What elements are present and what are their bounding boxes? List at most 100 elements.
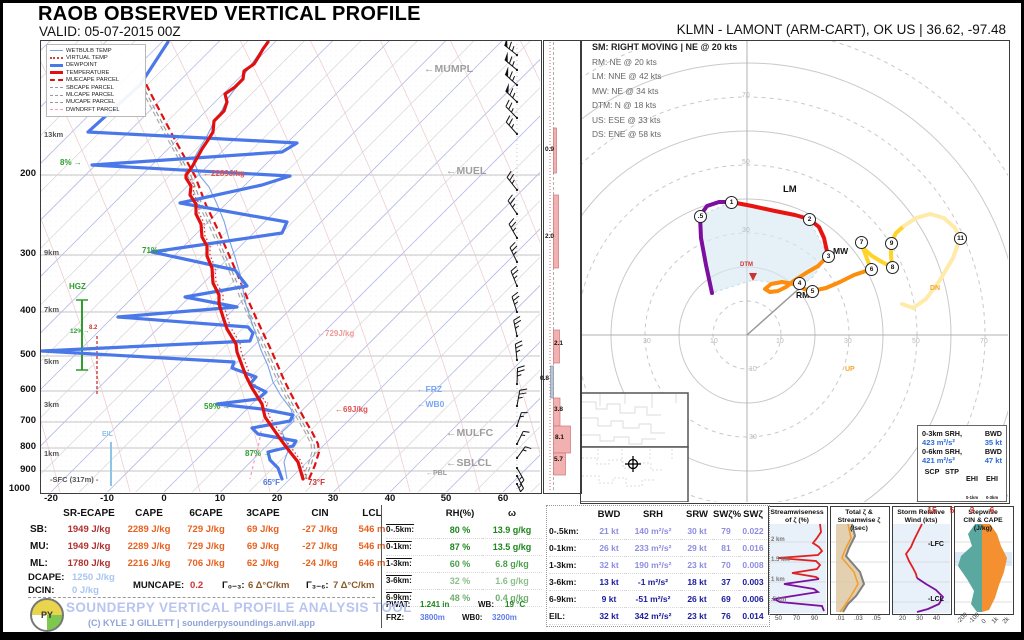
layer-label: EIL:: [549, 608, 593, 625]
hodo-height-marker: 2: [803, 213, 816, 226]
mixing-ratio-value: 13.9 g/kg: [482, 522, 542, 539]
frz-level-label: ←FRZ: [417, 384, 443, 394]
mini-chart-3-title: Storm Relative Wind (kts): [897, 509, 945, 524]
legend-item: DEWPOINT: [50, 62, 142, 69]
lapse-0-3-value: 6 Δ°C/km: [248, 580, 290, 591]
hodo-height-marker: 11: [954, 232, 967, 245]
legend-line-swatch: [50, 87, 63, 89]
info-0-3-srh: 423 m²/s²: [922, 438, 955, 447]
mini-ylabel: 1.5 km: [771, 557, 790, 563]
hodo-height-marker: 7: [855, 236, 868, 249]
hgz-value-label: 8.2: [89, 325, 98, 331]
srh-area: [699, 201, 829, 294]
parcel-label: ML:: [30, 558, 48, 569]
omega-header: ω: [507, 508, 517, 519]
mini-charts-graphics: [768, 523, 1012, 613]
3cape-value: 62 J/kg: [246, 558, 280, 569]
mixing-ratio-value: 13.5 g/kg: [482, 539, 542, 556]
layer-label: 1-3km:: [549, 557, 593, 574]
bwd-value: 9 kt: [593, 591, 625, 608]
lapse-3-6-value: 7 Δ°C/km: [333, 580, 375, 591]
legend-item-label: MLCAPE PARCEL: [66, 92, 115, 99]
pbl-level-label: ←PBL: [426, 470, 447, 477]
legend-line-swatch: [50, 94, 63, 96]
storm-motion-block: SM: RIGHT MOVING | NE @ 20 kts RM: NE @ …: [592, 42, 737, 141]
hgz-label: HGZ: [69, 282, 86, 291]
lapse-0-3-label: Γ₀₋₃:: [222, 580, 245, 591]
legend-line-swatch: [50, 79, 63, 82]
legend-item-label: SBCAPE PARCEL: [66, 84, 114, 91]
sr-ecape-value: 1949 J/kg: [67, 524, 111, 535]
lm-label: LM: [783, 184, 797, 195]
mini-chart-4-title: Stepwise CIN & CAPE (J/kg): [963, 509, 1003, 532]
scp-header: SCP: [924, 467, 940, 476]
rm-label: RM: [796, 290, 810, 300]
bwd-value: 32 kt: [593, 557, 625, 574]
valid-timestamp: VALID: 05-07-2015 00Z: [39, 24, 181, 39]
legend-item-label: VIRTUAL TEMP: [66, 55, 108, 62]
swzeta-pct-header: SWζ%: [713, 509, 742, 520]
swzeta-value: 0.008: [739, 557, 767, 574]
hodo-height-marker: 3: [822, 250, 835, 263]
legend-line-swatch: [50, 50, 63, 52]
temp-tick: 50: [440, 493, 452, 504]
stp-value: 5: [949, 505, 955, 515]
layer-label: 0-.5km:: [386, 522, 438, 539]
legend-item-label: WETBULB TEMP: [66, 47, 112, 54]
rh-annotation-hgz: 12%→: [70, 328, 90, 335]
stepwise-cin-fill: [958, 524, 982, 612]
srw-value: 30 kt: [681, 523, 713, 540]
srh-value: 190 m²/s²: [625, 557, 681, 574]
pressure-tick: 700: [20, 415, 36, 426]
swzeta-pct-value: 81: [713, 540, 739, 557]
temperature-trace: [184, 40, 305, 481]
legend-line-swatch: [50, 57, 63, 60]
storm-motion-line: DS: ENE @ 58 kts: [592, 129, 662, 140]
location-crosshair-icon: [625, 456, 641, 472]
hodo-ring-label: 70: [742, 92, 750, 99]
mu-cape-annotation: ←2289J/kg: [203, 169, 245, 178]
cape-value: 2289 J/kg: [127, 524, 171, 535]
wb0-level-label: ←WB0: [417, 399, 445, 409]
mini-ylabel: 1 km: [771, 577, 785, 583]
legend-line-swatch: [50, 63, 63, 67]
mini-xtick: .05: [872, 615, 881, 622]
total-vorticity-line: [842, 523, 866, 613]
hodo-ring-label: 10: [710, 338, 718, 345]
parcel-label: SB:: [30, 524, 48, 535]
ehi3-value: 6: [989, 505, 995, 515]
sblcl-level-label: ←SBLCL: [446, 457, 492, 469]
hodo-ring-label: 30: [643, 338, 651, 345]
thermo-header: 3CAPE: [246, 508, 280, 519]
hodo-ring-label: 10: [776, 338, 784, 345]
srh-value: -1 m²/s²: [625, 574, 681, 591]
omega-value: 0.8: [540, 375, 550, 382]
pressure-tick: 200: [20, 168, 36, 179]
swzeta-header: SWζ: [743, 509, 763, 520]
ehi3-sub: 0-3km: [985, 495, 999, 500]
pressure-tick: 500: [20, 349, 36, 360]
srw-value: 23 kt: [681, 557, 713, 574]
rh-annotation-650: 59% →: [204, 402, 231, 411]
wb-value: 19 °C: [505, 600, 526, 609]
lapse-3-6-label: Γ₃₋₆:: [306, 580, 329, 591]
rh-value: 60 %: [438, 556, 482, 573]
streamwiseness-lower: [771, 578, 825, 612]
sr-ecape-value: 1949 J/kg: [67, 541, 111, 552]
omega-strip-panel: [543, 40, 580, 492]
pressure-tick: 900: [20, 464, 36, 475]
mini-xtick: 50: [775, 615, 783, 622]
bwd-header: BWD: [597, 509, 621, 520]
thermo-table: SR-ECAPE CAPE 6CAPE 3CAPE CIN LCL SB: 19…: [28, 506, 396, 572]
swzeta-value: 0.003: [739, 574, 767, 591]
srw-header: SRW: [686, 509, 708, 520]
srh-value: -51 m²/s²: [625, 591, 681, 608]
swzeta-value: 0.006: [739, 591, 767, 608]
hodo-height-marker: 6: [865, 263, 878, 276]
thermo-header: CIN: [311, 508, 329, 519]
layer-label: 6-9km:: [386, 590, 438, 607]
lcl-value: 546 m: [358, 541, 386, 552]
ehi3-header: EHI: [986, 474, 998, 483]
page-title: RAOB OBSERVED VERTICAL PROFILE: [38, 3, 421, 25]
shear-table: BWD SRH SRW SWζ% SWζ 0-.5km: 21 kt 140 m…: [546, 505, 770, 627]
